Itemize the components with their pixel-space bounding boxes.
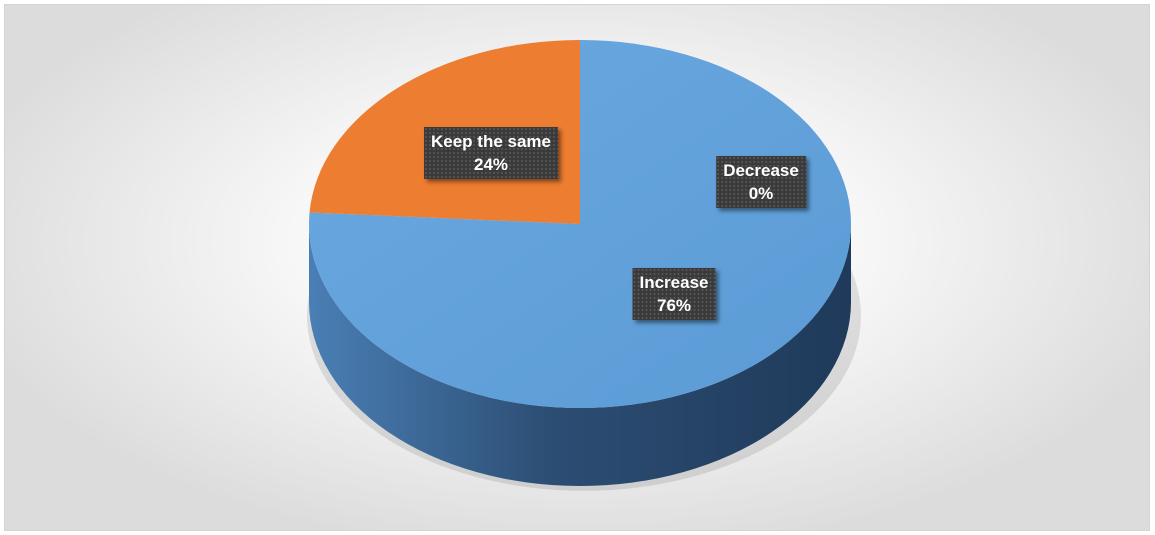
data-label-percent: 24%	[473, 155, 509, 174]
data-label-percent: 0%	[748, 184, 774, 203]
data-label-percent: 76%	[656, 296, 692, 315]
data-label-decrease: Decrease 0%	[716, 156, 806, 208]
data-label-category: Increase	[639, 273, 709, 292]
data-label-category: Decrease	[723, 161, 799, 180]
data-label-category: Keep the same	[431, 132, 551, 151]
data-label-increase: Increase 76%	[632, 268, 716, 320]
pie-side-wall	[309, 224, 851, 486]
data-label-keep-the-same: Keep the same 24%	[424, 127, 558, 179]
pie-group	[307, 39, 861, 491]
